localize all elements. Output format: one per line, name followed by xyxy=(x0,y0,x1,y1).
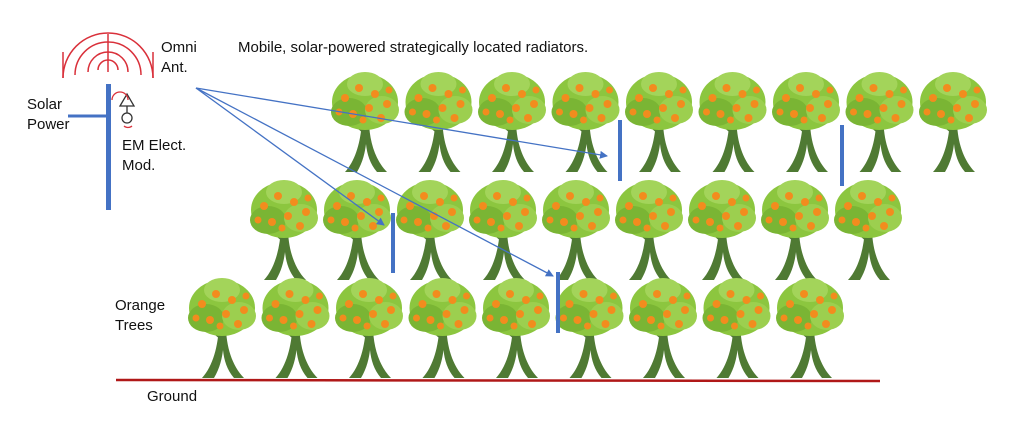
orange-tree xyxy=(540,178,612,282)
ground-label: Ground xyxy=(147,388,198,405)
diagram-title: Mobile, solar-powered strategically loca… xyxy=(238,39,589,56)
orange-tree xyxy=(697,70,768,174)
radiator-post xyxy=(618,120,622,181)
orange-tree xyxy=(701,276,772,380)
orange-tree xyxy=(333,276,405,380)
orange-tree-rows xyxy=(186,70,989,380)
orange-tree xyxy=(550,70,621,174)
orange-tree xyxy=(832,178,904,282)
orange-tree xyxy=(476,70,548,174)
orange-tree xyxy=(467,178,539,282)
orange-tree xyxy=(770,70,842,174)
orange-tree xyxy=(759,178,831,282)
radiator-post xyxy=(391,213,395,273)
signal-links xyxy=(195,87,608,277)
front-row xyxy=(186,276,846,380)
orange-tree xyxy=(480,276,552,380)
ground-line xyxy=(115,378,881,383)
orange-tree xyxy=(774,276,846,380)
link-arrow xyxy=(195,87,385,226)
antenna-mast xyxy=(106,84,111,210)
omni-antenna-waves xyxy=(62,32,154,79)
orange-tree xyxy=(186,276,258,380)
back-row xyxy=(329,70,989,174)
orange-trees-label: Orange Trees xyxy=(115,297,166,334)
orange-tree xyxy=(686,178,758,282)
orange-tree xyxy=(917,70,989,174)
radiator-post xyxy=(840,125,844,186)
orange-tree xyxy=(844,70,915,174)
orange-tree xyxy=(623,70,695,174)
link-arrow xyxy=(195,87,608,159)
middle-row xyxy=(248,178,904,282)
orange-tree xyxy=(394,178,466,282)
orange-tree xyxy=(248,178,320,282)
orange-tree xyxy=(627,276,699,380)
orange-tree xyxy=(321,178,393,282)
em-module-label: EM Elect. Mod. xyxy=(122,137,187,174)
orange-tree xyxy=(403,70,474,174)
link-arrow xyxy=(195,87,554,277)
orange-tree xyxy=(407,276,478,380)
omni-antenna-label: Omni Ant. xyxy=(161,39,197,76)
orange-tree xyxy=(554,276,625,380)
orange-tree xyxy=(260,276,331,380)
em-module-symbol xyxy=(111,91,136,129)
orange-tree xyxy=(613,178,685,282)
orange-tree xyxy=(329,70,401,174)
radiator-post xyxy=(556,272,560,333)
radiators xyxy=(391,120,844,333)
solar-power-label: Solar Power xyxy=(27,96,70,133)
